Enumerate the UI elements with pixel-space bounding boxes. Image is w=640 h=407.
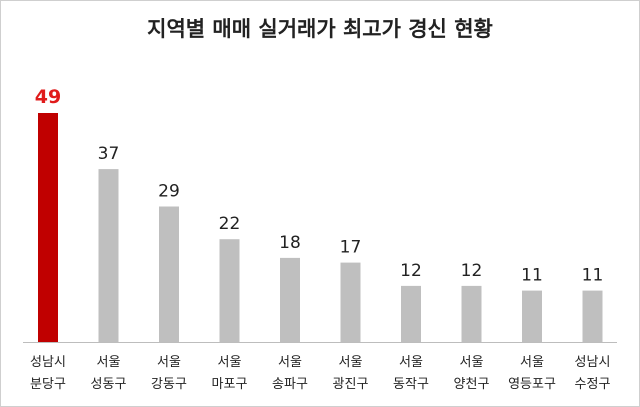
chart-title: 지역별 매매 실거래가 최고가 경신 현황 [147,17,493,41]
category-label: 서울 [218,355,242,370]
category-label: 서울 [399,355,423,370]
category-label: 서울 [460,355,484,370]
data-label: 11 [582,266,604,286]
data-label: 18 [279,233,301,253]
bar [522,290,542,342]
bar [159,206,179,342]
category-label: 서울 [339,355,363,370]
category-label: 성동구 [91,377,127,392]
category-label: 성남시 [575,355,611,370]
category-label: 영등포구 [508,377,556,392]
data-label: 17 [340,238,362,258]
bar [280,257,300,342]
data-label: 37 [98,144,120,164]
data-label: 11 [521,266,543,286]
bar [98,169,119,342]
category-label: 성남시 [30,355,66,370]
data-label: 49 [35,86,61,108]
category-label: 서울 [520,355,544,370]
category-label: 송파구 [272,377,308,392]
bar [340,262,361,342]
bar [582,290,603,342]
category-label: 서울 [97,355,121,370]
data-label: 22 [219,214,241,234]
bar [219,239,240,342]
category-label: 수정구 [575,377,611,392]
bar [461,285,482,342]
category-label: 강동구 [151,377,187,392]
bar [38,113,58,342]
data-label: 29 [158,182,180,202]
category-label: 동작구 [393,377,429,392]
category-label: 마포구 [212,377,248,392]
category-label: 서울 [157,355,181,370]
data-label: 12 [461,261,483,281]
data-label: 12 [400,261,422,281]
category-label: 광진구 [333,377,369,392]
category-label: 양천구 [454,377,490,392]
bar [401,285,421,342]
category-label: 분당구 [30,377,66,392]
category-label: 서울 [278,355,302,370]
